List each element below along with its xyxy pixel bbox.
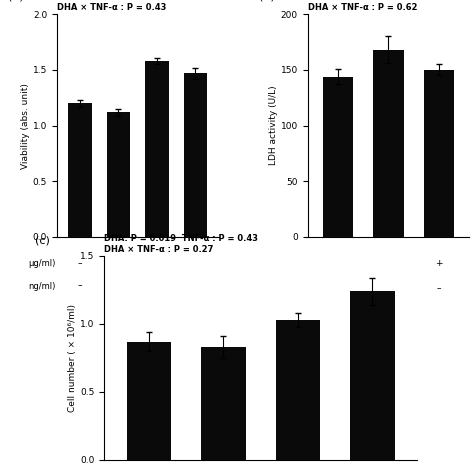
Text: –: –: [155, 282, 159, 291]
Bar: [146, 61, 169, 237]
Y-axis label: LDH activity (U/L): LDH activity (U/L): [269, 86, 278, 165]
Text: DHA: P = 0.71  TNF-α : P = 0.005
DHA × TNF-α : P = 0.62: DHA: P = 0.71 TNF-α : P = 0.005 DHA × TN…: [308, 0, 462, 12]
Text: ng/ml): ng/ml): [29, 282, 56, 291]
Text: –: –: [386, 259, 391, 268]
Text: (c): (c): [36, 236, 50, 246]
Y-axis label: Cell number ( × 10⁶/ml): Cell number ( × 10⁶/ml): [68, 304, 77, 412]
Bar: [184, 73, 207, 237]
Bar: [424, 70, 454, 237]
Text: –: –: [336, 259, 340, 268]
Text: +: +: [435, 259, 443, 268]
Text: –: –: [437, 284, 441, 293]
Text: (a): (a): [9, 0, 24, 2]
Text: DHA (12.5 μg/ml): DHA (12.5 μg/ml): [234, 259, 307, 268]
Bar: [107, 112, 130, 237]
Text: –: –: [116, 259, 121, 268]
Bar: [373, 50, 403, 237]
Bar: [350, 292, 395, 460]
Text: (b): (b): [259, 0, 275, 2]
Text: DHA: P < 0.001  TNF-α : P = 0.006
DHA × TNF-α : P = 0.43: DHA: P < 0.001 TNF-α : P = 0.006 DHA × T…: [57, 0, 217, 12]
Text: DHA: P = 0.019  TNF-α : P = 0.43
DHA × TNF-α : P = 0.27: DHA: P = 0.019 TNF-α : P = 0.43 DHA × TN…: [104, 235, 258, 254]
Text: –: –: [78, 282, 82, 291]
Text: TNF-α (50 ng/ml): TNF-α (50 ng/ml): [236, 284, 307, 293]
Bar: [201, 347, 246, 460]
Text: +: +: [192, 282, 199, 291]
Text: +: +: [153, 259, 161, 268]
Text: +: +: [385, 284, 392, 293]
Text: –: –: [78, 259, 82, 268]
Bar: [127, 342, 171, 460]
Text: +: +: [192, 259, 199, 268]
Text: +: +: [115, 282, 122, 291]
Y-axis label: Viability (abs. unit): Viability (abs. unit): [21, 82, 30, 169]
Bar: [323, 77, 353, 237]
Bar: [68, 103, 91, 237]
Text: μg/ml): μg/ml): [29, 259, 56, 268]
Bar: [275, 320, 320, 460]
Text: –: –: [336, 284, 340, 293]
